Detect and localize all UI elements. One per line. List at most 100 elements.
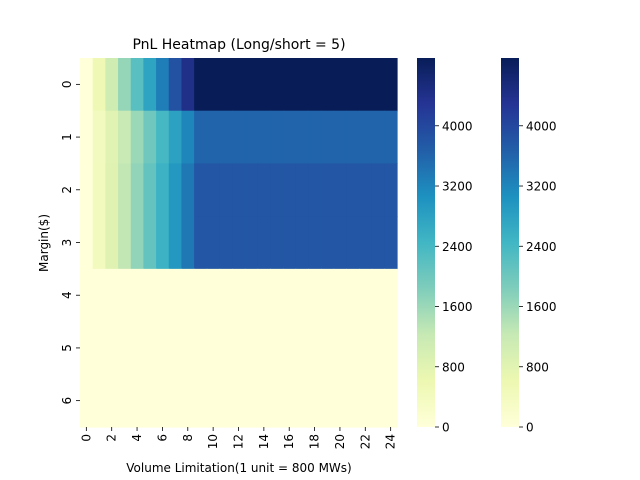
heatmap-cell (105, 58, 119, 112)
heatmap-cell (308, 268, 322, 323)
heatmap-cell (384, 110, 398, 165)
heatmap-cell (384, 58, 398, 112)
heatmap-cell (346, 374, 360, 428)
heatmap-cell (320, 268, 335, 323)
heatmap-cell (219, 58, 233, 112)
heatmap-cell (358, 110, 373, 165)
heatmap-cell (143, 268, 157, 323)
colorbar-tick-label: 3200 (442, 180, 473, 194)
heatmap-cell (320, 110, 335, 165)
heatmap-cell (130, 110, 144, 165)
heatmap-cell (358, 216, 373, 270)
heatmap-cell (232, 216, 246, 270)
heatmap-cell (219, 216, 233, 270)
heatmap-cell (156, 216, 170, 270)
heatmap-cell (118, 110, 132, 165)
heatmap-cell (257, 163, 271, 217)
heatmap-cell (118, 163, 132, 217)
heatmap-cell (244, 58, 259, 112)
heatmap-cell (257, 374, 271, 428)
x-tick-label: 18 (308, 434, 322, 449)
heatmap-cell (219, 321, 233, 375)
colorbar-left: 0 800 1600 2400 3200 4000 (417, 58, 473, 435)
colorbar-tick-label: 1600 (526, 300, 557, 314)
heatmap-cell (92, 268, 106, 323)
heatmap-cell (244, 163, 259, 217)
heatmap-cell (244, 110, 259, 165)
heatmap-cell (143, 58, 157, 112)
heatmap-cell (308, 374, 322, 428)
heatmap-cell (282, 110, 297, 165)
heatmap-cell (371, 374, 385, 428)
x-axis-label: Volume Limitation(1 unit = 800 MWs) (126, 461, 351, 475)
heatmap-cell (143, 321, 157, 375)
heatmap-cell (384, 321, 398, 375)
heatmap-cell (168, 110, 183, 165)
colorbar-gradient (501, 58, 519, 427)
heatmap-cell (295, 374, 309, 428)
heatmap-cell (346, 216, 360, 270)
heatmap-cell (168, 163, 183, 217)
colorbar-tick-label: 800 (442, 360, 465, 374)
heatmap-cell (80, 163, 94, 217)
heatmap-cell (156, 110, 170, 165)
heatmap-cell (168, 321, 183, 375)
heatmap-cell (232, 374, 246, 428)
heatmap-cell (308, 163, 322, 217)
heatmap-cell (143, 110, 157, 165)
heatmap-cell (181, 110, 195, 165)
heatmap-cell (232, 268, 246, 323)
heatmap-cell (130, 374, 144, 428)
heatmap-cell (105, 163, 119, 217)
heatmap-cell (244, 374, 259, 428)
heatmap-cell (295, 110, 309, 165)
colorbar-gradient (417, 58, 435, 427)
heatmap-cell (143, 163, 157, 217)
colorbar-tick-label: 0 (526, 421, 534, 435)
heatmap-cell (270, 268, 284, 323)
heatmap-cell (80, 216, 94, 270)
heatmap-cell (92, 163, 106, 217)
heatmap-cell (143, 216, 157, 270)
heatmap-cell (181, 163, 195, 217)
heatmap-cell (333, 321, 347, 375)
heatmap-cell (143, 374, 157, 428)
heatmap-cell (358, 58, 373, 112)
heatmap-cell (371, 268, 385, 323)
y-tick-label: 2 (60, 186, 74, 194)
heatmap-cell (206, 58, 221, 112)
heatmap-cell (181, 58, 195, 112)
y-tick-label: 6 (60, 397, 74, 405)
heatmap-cell (232, 58, 246, 112)
heatmap-cell (346, 163, 360, 217)
heatmap-cell (130, 268, 144, 323)
heatmap-cell (346, 110, 360, 165)
heatmap-cell (219, 374, 233, 428)
x-tick-label: 24 (384, 434, 398, 449)
heatmap-cell (105, 268, 119, 323)
heatmap-cell (308, 321, 322, 375)
heatmap-cell (358, 374, 373, 428)
x-tick-label: 20 (333, 434, 347, 449)
heatmap-cell (358, 163, 373, 217)
heatmap-cell (92, 321, 106, 375)
heatmap-cell (244, 268, 259, 323)
heatmap-cell (181, 321, 195, 375)
heatmap-cell (105, 374, 119, 428)
heatmap-cell (282, 163, 297, 217)
heatmap-cell (257, 321, 271, 375)
heatmap-cell (232, 110, 246, 165)
heatmap-cell (257, 216, 271, 270)
heatmap-cell (130, 321, 144, 375)
heatmap-cell (219, 268, 233, 323)
heatmap-cell (80, 268, 94, 323)
heatmap-cell (295, 163, 309, 217)
heatmap-cell (333, 110, 347, 165)
heatmap-cell (156, 163, 170, 217)
heatmap-cell (346, 321, 360, 375)
heatmap-cell (295, 321, 309, 375)
heatmap-cell (384, 216, 398, 270)
heatmap-cell (80, 321, 94, 375)
colorbar-tick-label: 2400 (526, 240, 557, 254)
